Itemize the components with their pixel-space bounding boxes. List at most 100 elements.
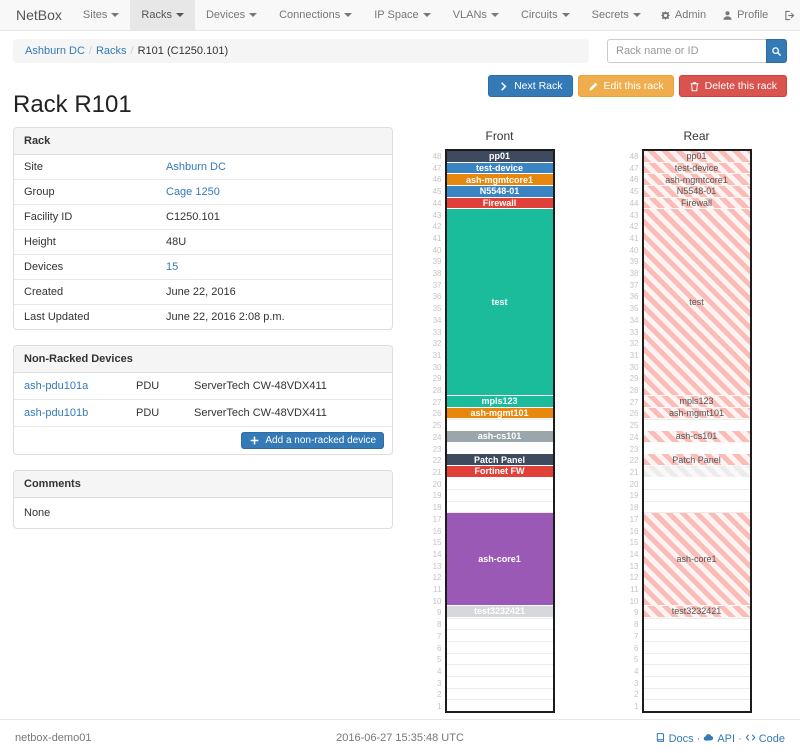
rack-slot-patch-panel[interactable]: Patch Panel bbox=[446, 454, 553, 466]
unit-number: 16 bbox=[629, 526, 639, 536]
unit-number: 22 bbox=[629, 456, 639, 466]
rack-slot-firewall[interactable]: Firewall bbox=[643, 197, 750, 210]
attribute-value[interactable]: Ashburn DC bbox=[166, 161, 226, 173]
slot-label: N5548-01 bbox=[479, 186, 520, 197]
slot-label: mpls123 bbox=[481, 396, 518, 407]
footer-link-label: Code bbox=[758, 733, 786, 745]
unit-number: 3 bbox=[437, 678, 442, 688]
unit-number: 14 bbox=[432, 549, 442, 559]
rack-slot-fortinet-fw[interactable]: Fortinet FW bbox=[446, 466, 553, 478]
unit-number: 4 bbox=[634, 666, 639, 676]
user-nav: Admin Profile Log out bbox=[652, 0, 800, 30]
rack-slot-test[interactable]: test bbox=[643, 209, 750, 396]
nav-item-sites[interactable]: Sites bbox=[72, 0, 130, 30]
nav-item-label: VLANs bbox=[452, 9, 487, 21]
footer-link-code[interactable]: Code bbox=[745, 733, 785, 745]
unit-number: 26 bbox=[629, 409, 639, 419]
nav-item-secrets[interactable]: Secrets bbox=[581, 0, 652, 30]
rack-attribute-row: Facility ID C1250.101 bbox=[14, 204, 392, 229]
search-input[interactable] bbox=[607, 39, 766, 63]
attribute-value[interactable]: Cage 1250 bbox=[166, 186, 220, 198]
rack-slot-ash-core1[interactable]: ash-core1 bbox=[643, 512, 750, 606]
attribute-value: C1250.101 bbox=[166, 211, 220, 223]
attribute-value: June 22, 2016 2:08 p.m. bbox=[166, 311, 285, 323]
slot-label: mpls123 bbox=[679, 396, 714, 407]
next-rack-button[interactable]: Next Rack bbox=[488, 75, 573, 97]
unit-number: 35 bbox=[432, 304, 442, 314]
unit-number: 12 bbox=[432, 573, 442, 583]
unit-number: 19 bbox=[432, 491, 442, 501]
unit-number: 34 bbox=[629, 315, 639, 325]
delete-this-rack-button[interactable]: Delete this rack bbox=[678, 75, 787, 97]
empty-unit bbox=[446, 665, 553, 677]
rack-slot-ash-mgmtcore1[interactable]: ash-mgmtcore1 bbox=[446, 174, 553, 186]
slot-label: Patch Panel bbox=[672, 454, 721, 465]
unit-number: 41 bbox=[432, 233, 442, 243]
rack-attribute-row: Created June 22, 2016 bbox=[14, 279, 392, 304]
rack-slot-n5548-01[interactable]: N5548-01 bbox=[446, 186, 553, 198]
breadcrumb-separator: / bbox=[130, 45, 134, 57]
search-button[interactable] bbox=[766, 39, 787, 63]
rack-slot-pp01[interactable]: pp01 bbox=[446, 151, 553, 163]
nav-item-circuits[interactable]: Circuits bbox=[510, 0, 581, 30]
footer-link-docs[interactable]: Docs bbox=[655, 733, 694, 745]
caret-down-icon bbox=[111, 13, 120, 17]
unit-number: 21 bbox=[629, 467, 639, 477]
unit-number: 16 bbox=[432, 526, 442, 536]
nav-item-label: Connections bbox=[279, 9, 341, 21]
rack-slot-test3232421[interactable]: test3232421 bbox=[446, 606, 553, 618]
main-nav: Sites Racks Devices Connections IP Space VLAN… bbox=[72, 0, 652, 30]
nav-item-vlans[interactable]: VLANs bbox=[442, 0, 510, 30]
slot-label: ash-mgmt101 bbox=[668, 407, 725, 418]
nav-item-profile[interactable]: Profile bbox=[714, 0, 776, 30]
rack-slot-test[interactable]: test bbox=[446, 209, 553, 396]
empty-unit bbox=[446, 502, 553, 514]
rack-slot-ash-cs101[interactable]: ash-cs101 bbox=[446, 431, 553, 443]
nav-item-label: Devices bbox=[205, 9, 246, 21]
attribute-value[interactable]: 15 bbox=[166, 261, 179, 273]
front-unit-numbers: 48 47 46 45 44 43 42 41 40 39 38 37 36 35 34 33 32 31 30 29… bbox=[429, 149, 445, 713]
nav-item-ip-space[interactable]: IP Space bbox=[363, 0, 441, 30]
rack-slot-patch-panel[interactable]: Patch Panel bbox=[643, 454, 750, 466]
slot-label: test3232421 bbox=[473, 606, 526, 617]
add-nonracked-device-button[interactable]: Add a non-racked device bbox=[241, 432, 384, 449]
device-name-link[interactable]: ash-pdu101a bbox=[24, 380, 89, 392]
rack-slot-ash-cs101[interactable]: ash-cs101 bbox=[643, 431, 750, 443]
nav-item-racks[interactable]: Racks bbox=[130, 0, 195, 30]
edit-this-rack-button[interactable]: Edit this rack bbox=[577, 75, 674, 97]
front-elevation: Front 48 47 46 45 44 43 42 41 40 39 38 37 36 35 34 33 32… bbox=[429, 129, 555, 713]
cloud-icon bbox=[703, 732, 714, 743]
breadcrumb-link[interactable]: Racks bbox=[95, 45, 127, 57]
nonracked-device-row: ash-pdu101b PDU ServerTech CW-48VDX411 bbox=[14, 399, 392, 426]
rack-slot-pp01[interactable]: pp01 bbox=[643, 151, 750, 163]
rack-slot-ash-mgmt101[interactable]: ash-mgmt101 bbox=[643, 407, 750, 420]
netbox-brand[interactable]: NetBox bbox=[16, 7, 62, 23]
breadcrumb-link[interactable]: Ashburn DC bbox=[25, 45, 85, 57]
rack-slot-ash-mgmt101[interactable]: ash-mgmt101 bbox=[446, 407, 553, 420]
nav-item-connections[interactable]: Connections bbox=[268, 0, 363, 30]
unit-number: 36 bbox=[432, 292, 442, 302]
device-name-link[interactable]: ash-pdu101b bbox=[24, 407, 89, 419]
book-icon bbox=[655, 732, 666, 743]
nav-item-devices[interactable]: Devices bbox=[195, 0, 268, 30]
rack-slot-fortinet-fw[interactable] bbox=[643, 466, 750, 478]
attribute-label: Height bbox=[24, 236, 56, 248]
rack-slot-firewall[interactable]: Firewall bbox=[446, 197, 553, 210]
attribute-label: Facility ID bbox=[24, 211, 73, 223]
rack-slot-ash-mgmtcore1[interactable]: ash-mgmtcore1 bbox=[643, 174, 750, 186]
rack-slot-mpls123[interactable]: mpls123 bbox=[643, 396, 750, 408]
unit-number: 35 bbox=[629, 304, 639, 314]
rack-slot-test-device[interactable]: test-device bbox=[643, 162, 750, 175]
rack-slot-ash-core1[interactable]: ash-core1 bbox=[446, 512, 553, 606]
rack-slot-test3232421[interactable]: test3232421 bbox=[643, 606, 750, 618]
unit-number: 1 bbox=[634, 702, 639, 712]
rack-slot-mpls123[interactable]: mpls123 bbox=[446, 396, 553, 408]
rack-slot-test-device[interactable]: test-device bbox=[446, 162, 553, 175]
nav-item-log-out[interactable]: Log out bbox=[776, 0, 800, 30]
unit-number: 12 bbox=[629, 573, 639, 583]
nav-item-admin[interactable]: Admin bbox=[652, 0, 714, 30]
unit-number: 40 bbox=[629, 245, 639, 255]
footer-link-api[interactable]: API bbox=[703, 733, 735, 745]
unit-number: 43 bbox=[629, 210, 639, 220]
rack-slot-n5548-01[interactable]: N5548-01 bbox=[643, 186, 750, 198]
